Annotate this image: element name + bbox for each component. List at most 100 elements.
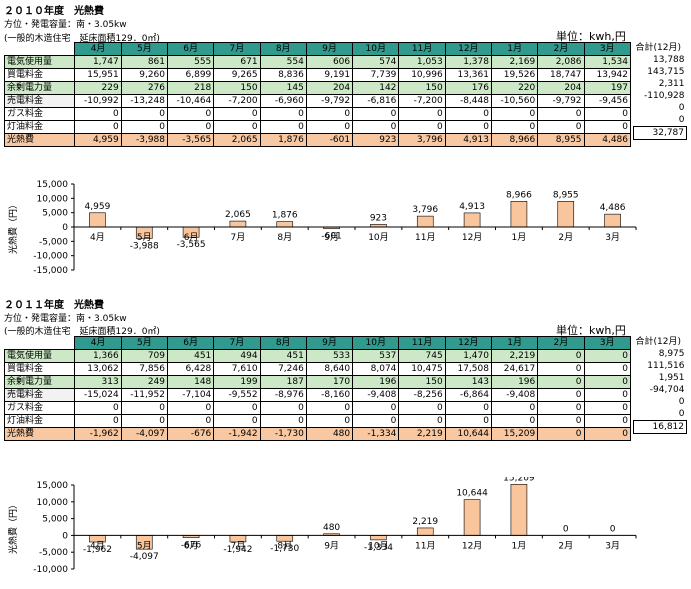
row-label: 余剰電力量 xyxy=(3,375,76,389)
cost-table-2010: 4月 5月 6月 7月 8月 9月 10月 11月 12月 1月 2月 3月 電気使用量 1,747 861… xyxy=(3,42,632,147)
table-cell: 218 xyxy=(166,81,215,95)
table-cell: 0 xyxy=(259,120,307,134)
table-cell: 0 xyxy=(259,414,307,428)
data-label: -1,962 xyxy=(83,545,112,555)
table-row: 電気使用量 1,366 709 451 494 451 533 537 745 1,470 2,21… xyxy=(3,349,632,363)
table-cell: 451 xyxy=(259,349,307,363)
table-cell: -1,962 xyxy=(74,427,122,441)
table-cell: 15,951 xyxy=(74,68,122,82)
row-label: ガス料金 xyxy=(3,401,76,415)
x-tick-label: 10月 xyxy=(368,540,388,551)
table-cell: 480 xyxy=(305,427,354,441)
table-cell: 196 xyxy=(352,375,400,389)
table-row: 光熱費 -1,962 -4,097 -676 -1,942 -1,730 480 -1,334… xyxy=(3,427,632,441)
table-row: 買電料金 13,062 7,856 6,428 7,610 7,246 8,640 8,074… xyxy=(3,362,632,376)
table-cell: 7,856 xyxy=(120,362,169,376)
month-header: 4月 xyxy=(74,42,122,56)
table-cell: 150 xyxy=(398,81,446,95)
row-label: 買電料金 xyxy=(3,68,76,82)
total-cell: 1,951 xyxy=(658,373,685,383)
table-cell: 8,640 xyxy=(305,362,354,376)
month-header: 8月 xyxy=(259,336,307,350)
table-cell: 606 xyxy=(305,55,354,69)
table-cell: -1,334 xyxy=(352,427,400,441)
total-cell: 143,715 xyxy=(647,67,685,77)
data-label: 15,209 xyxy=(503,477,535,483)
table-cell: 0 xyxy=(398,120,446,134)
row-label: 光熱費 xyxy=(3,133,76,147)
table-cell: 1,470 xyxy=(444,349,492,363)
y-tick-label: 5,000 xyxy=(42,515,68,525)
y-tick-label: 5,000 xyxy=(42,209,68,219)
table-row: 灯油料金 0 0 0 0 0 0 0 0 0 0 0 0 xyxy=(3,414,632,428)
table-cell: 671 xyxy=(213,55,261,69)
table-cell: 537 xyxy=(352,349,400,363)
table-cell: -7,200 xyxy=(213,94,261,108)
table-cell: 0 xyxy=(444,107,492,121)
table-cell: 0 xyxy=(490,107,539,121)
table-cell: 0 xyxy=(490,401,539,415)
table-cell: -8,976 xyxy=(259,388,307,402)
table-cell: 0 xyxy=(305,414,354,428)
table-cell: 220 xyxy=(490,81,539,95)
table-cell: -4,097 xyxy=(120,427,169,441)
table-cell: 0 xyxy=(490,414,539,428)
data-label: 8,966 xyxy=(506,190,532,200)
table-row: 買電料金 15,951 9,260 6,899 9,265 8,836 9,191 7,739… xyxy=(3,68,632,82)
x-tick-label: 11月 xyxy=(415,540,435,551)
x-tick-label: 7月 xyxy=(231,540,246,551)
x-tick-label: 12月 xyxy=(462,232,482,243)
table-cell: 0 xyxy=(352,107,400,121)
table-cell: 533 xyxy=(305,349,354,363)
month-header: 7月 xyxy=(213,336,261,350)
table-cell: 0 xyxy=(305,401,354,415)
row-label: 余剰電力量 xyxy=(3,81,76,95)
table-cell: 0 xyxy=(490,120,539,134)
table-cell: 0 xyxy=(213,414,261,428)
total-cell: 0 xyxy=(678,115,685,125)
table-cell: 0 xyxy=(583,107,632,121)
data-label: -3,988 xyxy=(130,241,159,251)
x-tick-label: 4月 xyxy=(90,232,105,243)
section-title: ２０１０年度 光熱費 xyxy=(4,6,104,17)
row-label: 光熱費 xyxy=(3,427,76,441)
table-cell: 2,086 xyxy=(537,55,585,69)
table-cell: 0 xyxy=(583,414,632,428)
table-cell: 145 xyxy=(259,81,307,95)
table-cell: 4,959 xyxy=(74,133,122,147)
data-label: -1,942 xyxy=(223,545,252,555)
month-header: 10月 xyxy=(352,42,400,56)
table-cell: 0 xyxy=(398,107,446,121)
x-tick-label: 2月 xyxy=(558,540,573,551)
x-tick-label: 6月 xyxy=(184,540,199,551)
table-row: 余剰電力量 229 276 218 150 145 204 142 150 176 220 204 19… xyxy=(3,81,632,95)
table-row: 売電料金 -10,992 -13,248 -10,464 -7,200 -6,960 -9,… xyxy=(3,94,632,108)
table-cell: 0 xyxy=(352,414,400,428)
table-cell: 13,942 xyxy=(583,68,632,82)
table-cell: 229 xyxy=(74,81,122,95)
table-cell: -601 xyxy=(305,133,354,147)
y-tick-label: -5,000 xyxy=(39,548,68,558)
table-cell: 0 xyxy=(166,414,215,428)
total-cell: 8,975 xyxy=(658,349,685,359)
section-note: (一般的木造住宅 延床面積129．0㎡) xyxy=(4,34,160,44)
table-cell: 574 xyxy=(352,55,400,69)
table-cell: 143 xyxy=(444,375,492,389)
table-cell: -676 xyxy=(166,427,215,441)
table-cell: 4,913 xyxy=(444,133,492,147)
table-row: 余剰電力量 313 249 148 199 187 170 196 150 143 196 0 0 xyxy=(3,375,632,389)
total-header: 合計(12月) xyxy=(635,43,681,53)
month-header: 9月 xyxy=(305,336,354,350)
table-cell: 0 xyxy=(213,120,261,134)
table-cell: 15,209 xyxy=(490,427,539,441)
bar-chart-2011: 15,000 10,000 5,000 0 -5,000 -10,000 光熱費（円） -1,… xyxy=(7,477,637,575)
table-cell: -9,792 xyxy=(305,94,354,108)
table-cell: 0 xyxy=(166,401,215,415)
table-cell: 197 xyxy=(583,81,632,95)
table-cell: 0 xyxy=(120,401,169,415)
table-cell: -1,942 xyxy=(213,427,261,441)
table-cell: 1,053 xyxy=(398,55,446,69)
bar xyxy=(604,213,621,228)
table-cell: 0 xyxy=(305,107,354,121)
month-header: 1月 xyxy=(490,336,539,350)
